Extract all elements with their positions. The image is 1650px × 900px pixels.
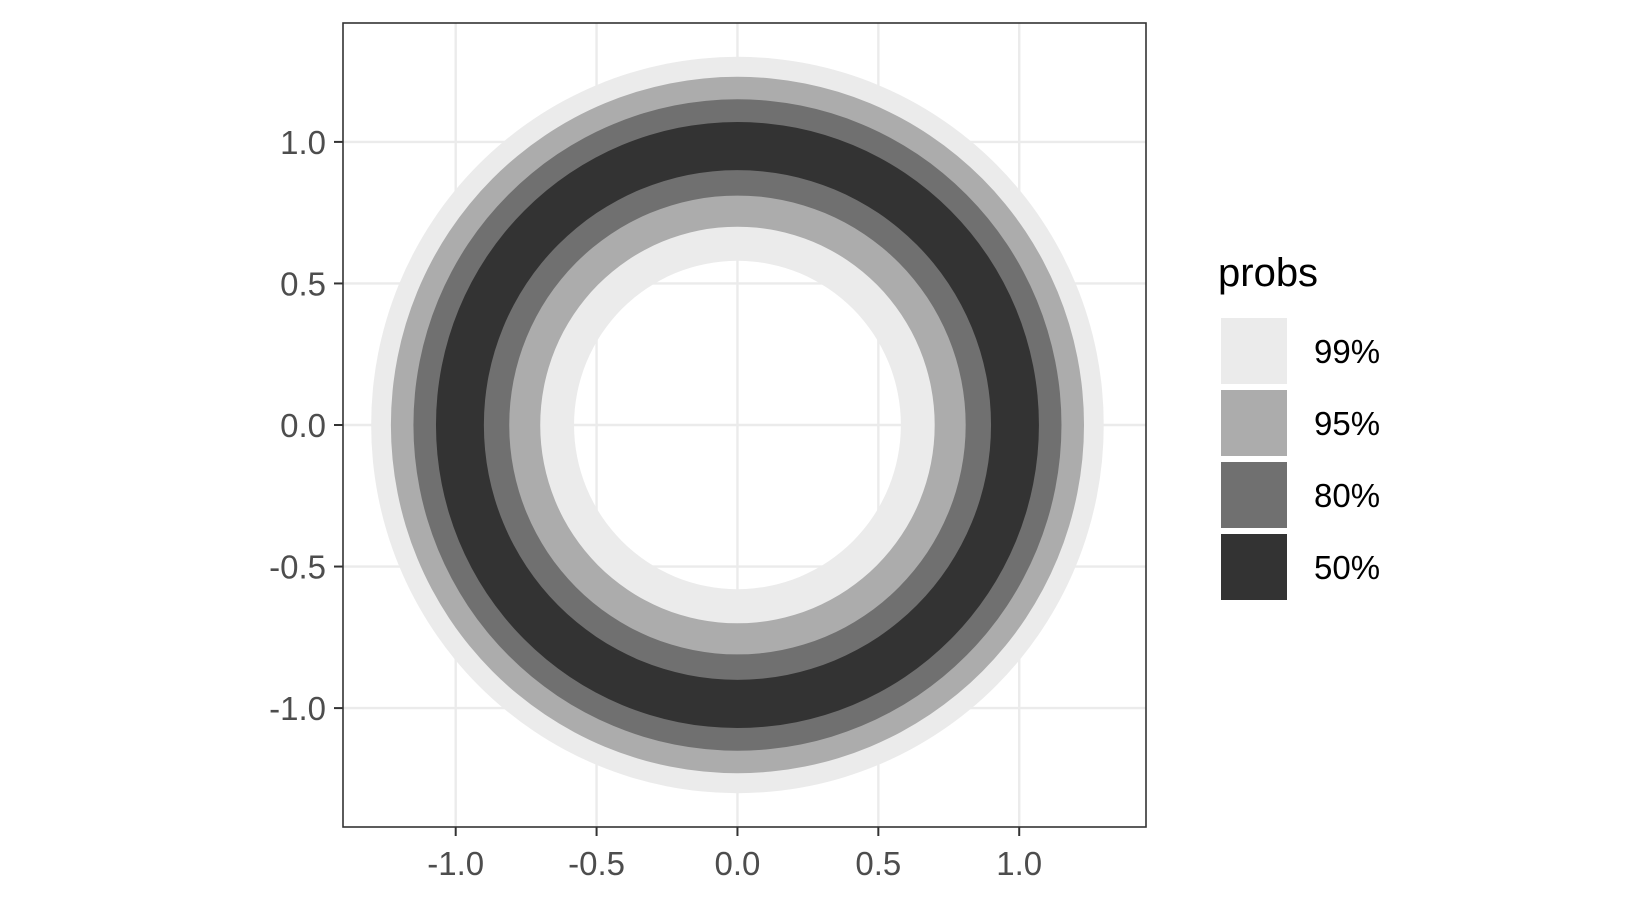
y-tick-label: 1.0: [280, 124, 326, 161]
legend-label: 99%: [1314, 333, 1380, 370]
legend-key-50pct: [1221, 534, 1287, 600]
legend-label: 50%: [1314, 549, 1380, 586]
legend-key-80pct: [1221, 462, 1287, 528]
legend-key-99pct: [1221, 318, 1287, 384]
y-tick-label: -0.5: [269, 549, 326, 586]
band-80pct: [413, 99, 1062, 751]
legend-title: probs: [1218, 251, 1318, 295]
legend: probs 99% 95% 80% 50%: [1218, 251, 1380, 600]
y-tick-label: 0.5: [280, 265, 326, 302]
legend-label: 95%: [1314, 405, 1380, 442]
x-tick-label: -1.0: [427, 845, 484, 882]
y-axis: -1.0 -0.5 0.0 0.5 1.0: [269, 124, 343, 727]
density-bands: [371, 56, 1104, 794]
x-tick-label: -0.5: [568, 845, 625, 882]
x-tick-label: 1.0: [996, 845, 1042, 882]
legend-key-95pct: [1221, 390, 1287, 456]
legend-label: 80%: [1314, 477, 1380, 514]
y-tick-label: -1.0: [269, 690, 326, 727]
x-tick-label: 0.5: [855, 845, 901, 882]
x-axis: -1.0 -0.5 0.0 0.5 1.0: [427, 827, 1042, 882]
y-tick-label: 0.0: [280, 407, 326, 444]
x-tick-label: 0.0: [715, 845, 761, 882]
